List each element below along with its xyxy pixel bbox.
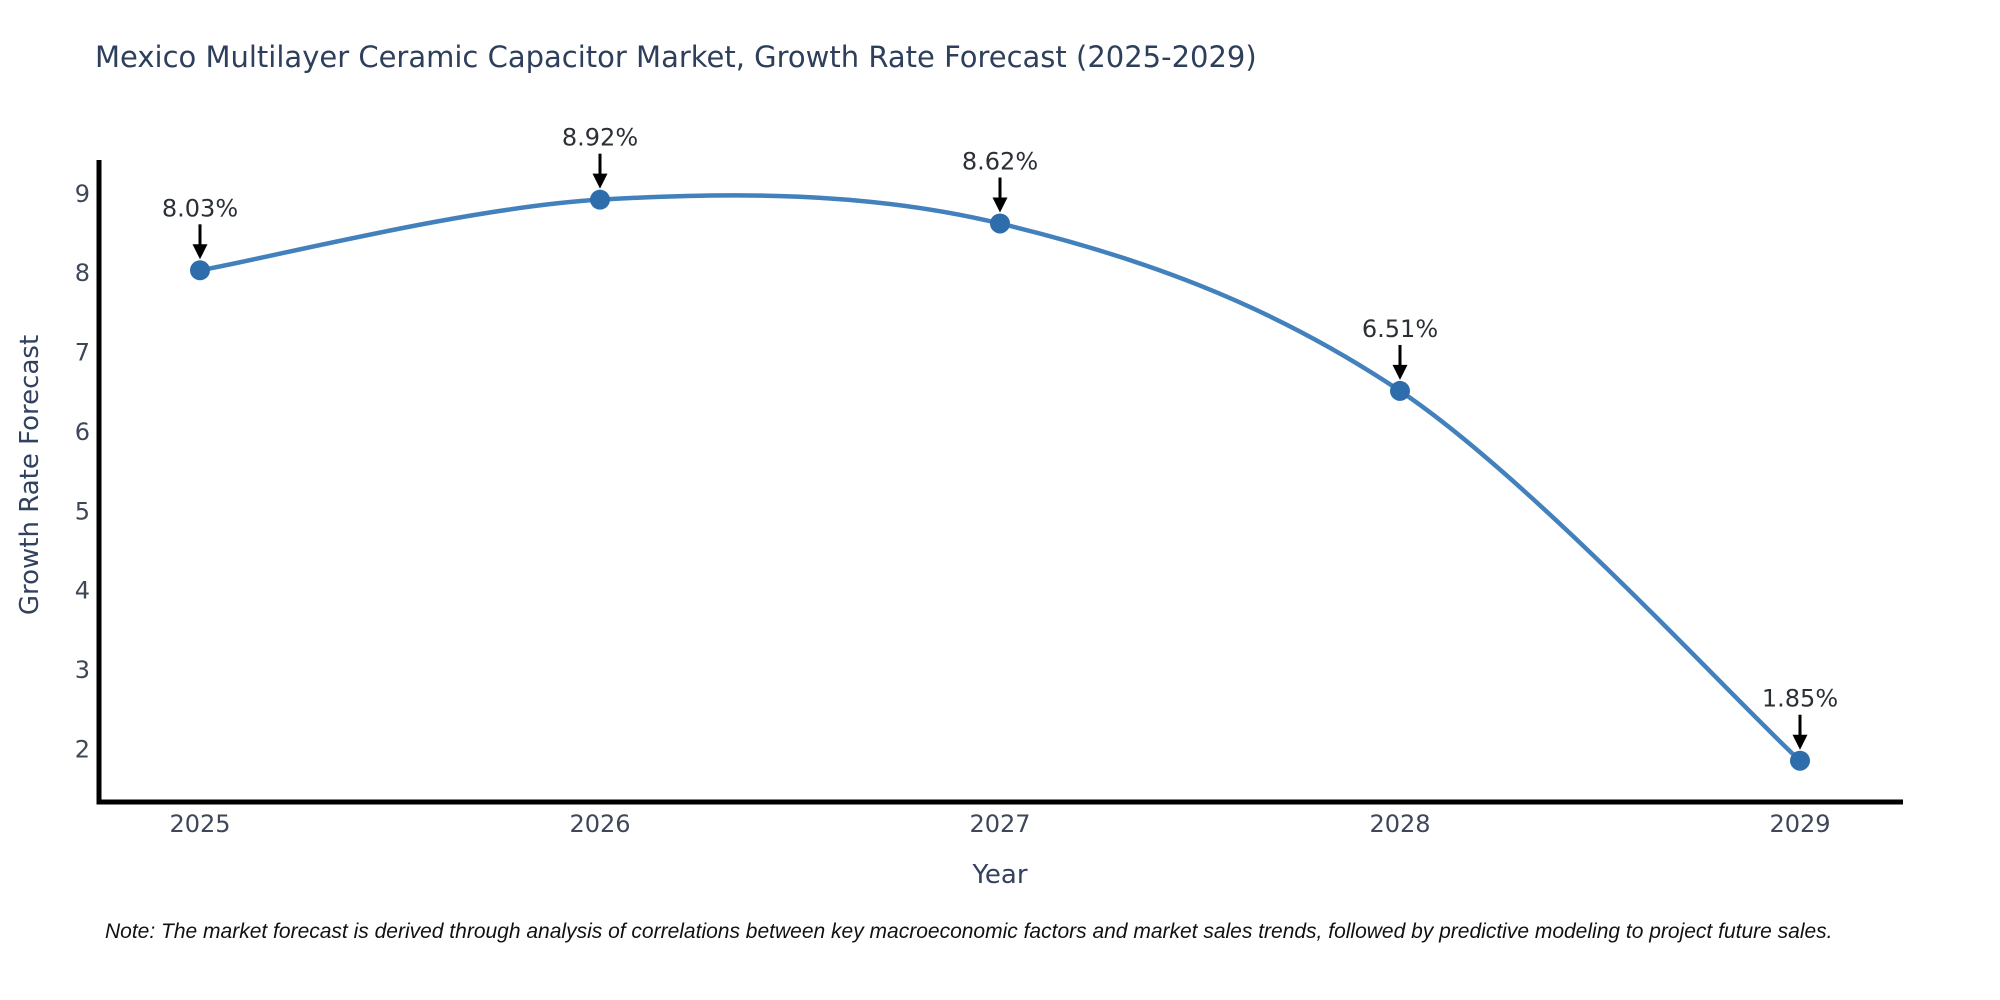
axis-spines [96, 160, 1903, 805]
y-tick-label-6: 6 [75, 418, 90, 446]
y-tick-label-4: 4 [75, 577, 90, 605]
annotation-arrow-head-2028 [1392, 364, 1408, 380]
annotation-arrow-head-2026 [592, 173, 608, 189]
x-tick-label-2028: 2028 [1369, 810, 1430, 838]
x-tick-label-2027: 2027 [969, 810, 1030, 838]
data-point-marker-2027 [990, 213, 1010, 234]
y-tick-label-7: 7 [75, 339, 90, 367]
annotation-label-2025: 8.03% [162, 194, 238, 222]
annotation-label-2028: 6.51% [1362, 315, 1438, 343]
annotation-label-2026: 8.92% [562, 124, 638, 152]
annotation-arrow-head-2029 [1792, 734, 1808, 750]
y-tick-label-9: 9 [75, 180, 90, 208]
x-tick-label-2029: 2029 [1769, 810, 1830, 838]
annotation-label-2029: 1.85% [1762, 685, 1838, 713]
data-point-marker-2026 [590, 189, 610, 210]
y-axis-title: Growth Rate Forecast [15, 334, 45, 616]
y-tick-label-2: 2 [75, 735, 90, 763]
annotation-arrow-head-2027 [992, 197, 1008, 213]
annotation-label-2027: 8.62% [962, 147, 1038, 175]
y-tick-label-8: 8 [75, 259, 90, 287]
trend-line [197, 193, 1803, 763]
footnote: Note: The market forecast is derived thr… [105, 920, 1833, 943]
x-tick-label-2026: 2026 [569, 810, 630, 838]
chart-title: Mexico Multilayer Ceramic Capacitor Mark… [95, 40, 1257, 74]
data-point-marker-2025 [190, 260, 210, 281]
data-point-marker-2029 [1790, 750, 1810, 771]
y-tick-label-5: 5 [75, 497, 90, 525]
data-point-marker-2028 [1390, 380, 1410, 401]
x-tick-label-2025: 2025 [169, 810, 230, 838]
annotation-arrow-head-2025 [192, 244, 208, 260]
x-axis-title: Year [972, 860, 1028, 890]
y-tick-label-3: 3 [75, 656, 90, 684]
